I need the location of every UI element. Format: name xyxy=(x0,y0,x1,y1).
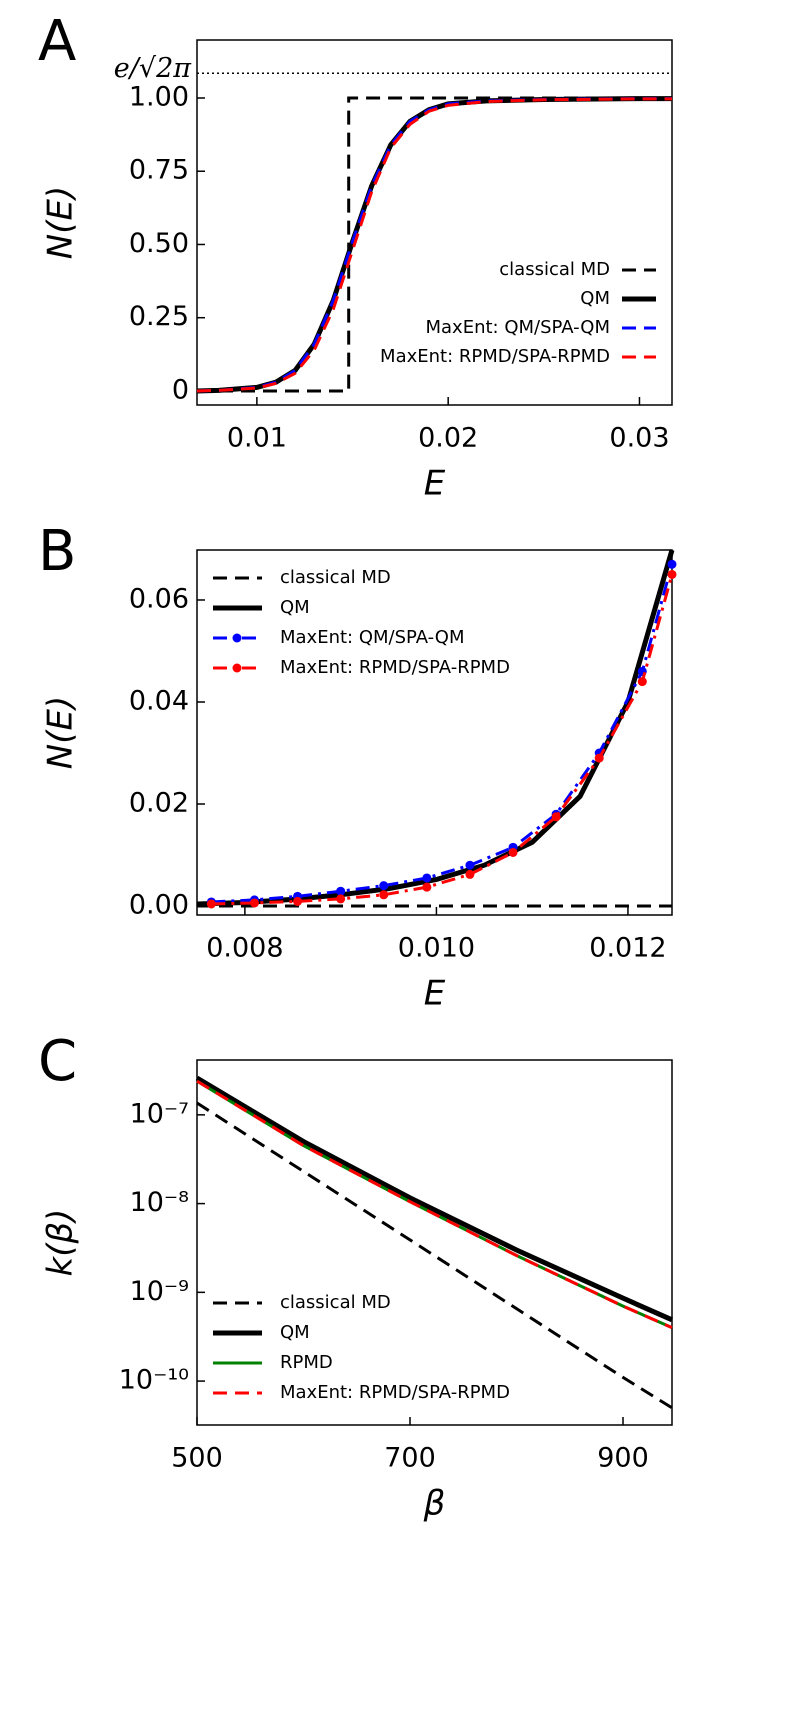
x-axis-label: E xyxy=(424,464,446,504)
x-tick-label: 0.02 xyxy=(418,423,478,454)
data-point xyxy=(336,886,346,896)
series-line xyxy=(196,549,675,907)
x-tick-label: 500 xyxy=(171,1443,223,1474)
y-tick-label: 10⁻⁸ xyxy=(130,1187,189,1218)
x-tick-label: 900 xyxy=(597,1443,649,1474)
legend-label: MaxEnt: RPMD/SPA-RPMD xyxy=(280,657,510,678)
data-point xyxy=(249,898,259,908)
series-line xyxy=(196,1079,673,1330)
legend-label: classical MD xyxy=(280,567,391,588)
x-tick-label: 0.008 xyxy=(206,933,283,964)
y-tick-label: 0.04 xyxy=(129,685,189,716)
data-point xyxy=(551,812,561,822)
x-axis-label: β xyxy=(423,1484,446,1524)
series-line xyxy=(211,574,674,906)
series-line xyxy=(195,1075,674,1323)
data-point xyxy=(379,890,389,900)
data-point xyxy=(336,894,346,904)
legend-label: classical MD xyxy=(499,259,610,280)
y-tick-label: 0 xyxy=(172,374,189,405)
series-line xyxy=(196,1101,673,1410)
data-point xyxy=(465,869,475,879)
x-tick-label: 0.03 xyxy=(609,423,669,454)
y-axis-label: k(β) xyxy=(41,1209,81,1277)
data-point xyxy=(379,881,389,891)
x-tick-label: 0.012 xyxy=(589,933,666,964)
y-tick-label: 1.00 xyxy=(129,82,189,113)
legend-label: classical MD xyxy=(280,1292,391,1313)
data-point xyxy=(637,677,647,687)
y-tick-label: 10⁻⁷ xyxy=(130,1098,189,1129)
plot-frame xyxy=(196,39,673,406)
legend-label: MaxEnt: QM/SPA-QM xyxy=(426,317,611,338)
data-point xyxy=(206,899,216,909)
legend-label: MaxEnt: RPMD/SPA-RPMD xyxy=(380,346,610,367)
legend-label: MaxEnt: RPMD/SPA-RPMD xyxy=(280,1382,510,1403)
x-tick-label: 0.010 xyxy=(398,933,475,964)
y-tick-label: 0.75 xyxy=(129,155,189,186)
legend-label: QM xyxy=(580,288,610,309)
panel-label: B xyxy=(38,519,76,584)
legend-marker xyxy=(232,663,242,673)
panel-label: A xyxy=(38,9,76,74)
data-point xyxy=(508,847,518,857)
x-tick-label: 700 xyxy=(384,1443,436,1474)
y-tick-label: 10⁻¹⁰ xyxy=(119,1365,189,1396)
data-point xyxy=(667,559,677,569)
data-point xyxy=(422,882,432,892)
panel-label: C xyxy=(38,1029,77,1094)
legend-label: MaxEnt: QM/SPA-QM xyxy=(280,627,465,648)
legend-label: QM xyxy=(280,597,310,618)
legend-label: QM xyxy=(280,1322,310,1343)
data-point xyxy=(293,896,303,906)
x-axis-label: E xyxy=(424,974,446,1014)
data-point xyxy=(422,873,432,883)
x-tick-label: 0.01 xyxy=(227,423,287,454)
y-tick-label: 0.06 xyxy=(129,583,189,614)
y-tick-label: 0.02 xyxy=(129,788,189,819)
y-tick-label: 0.50 xyxy=(129,228,189,259)
y-axis-label: N(E) xyxy=(41,186,81,259)
reference-label: e/√2π xyxy=(114,53,192,84)
y-tick-label: 0.25 xyxy=(129,301,189,332)
legend-marker xyxy=(232,633,242,643)
series-line xyxy=(211,563,674,904)
plot-frame xyxy=(196,1059,673,1426)
y-tick-label: 10⁻⁹ xyxy=(130,1276,189,1307)
data-point xyxy=(594,753,604,763)
plot-frame xyxy=(196,549,673,916)
y-tick-label: 0.00 xyxy=(129,890,189,921)
legend-label: RPMD xyxy=(280,1352,333,1373)
data-point xyxy=(465,860,475,870)
y-axis-label: N(E) xyxy=(41,696,81,769)
series-line xyxy=(196,97,672,393)
data-point xyxy=(667,569,677,579)
